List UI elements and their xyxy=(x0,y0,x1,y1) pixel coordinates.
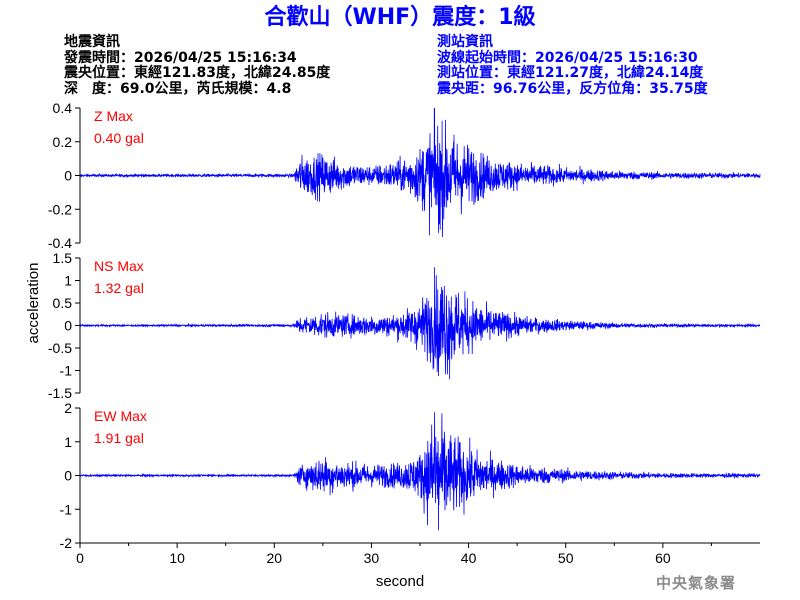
x-tick-label: 30 xyxy=(364,550,380,566)
quake-info-block: 地震資訊 發震時間：2026/04/25 15:16:34 震央位置：東經121… xyxy=(64,34,331,97)
y-tick-label: -1.5 xyxy=(48,385,72,401)
x-tick-label: 20 xyxy=(266,550,282,566)
station-info-block: 測站資訊 波線起始時間：2026/04/25 15:16:30 測站位置：東經1… xyxy=(437,34,708,97)
y-tick-label: 0 xyxy=(64,468,72,484)
station-info-heading: 測站資訊 xyxy=(437,34,493,50)
y-tick-label: -1 xyxy=(60,501,73,517)
x-tick-label: 0 xyxy=(76,550,84,566)
x-axis-label: second xyxy=(376,573,424,590)
panel-max-name: NS Max xyxy=(94,258,144,274)
y-tick-label: 0 xyxy=(64,168,72,184)
panel-max-value: 0.40 gal xyxy=(94,130,144,146)
y-tick-label: 0 xyxy=(64,318,72,334)
waveform-line-ew xyxy=(79,412,761,531)
panel-max-value: 1.91 gal xyxy=(94,430,144,446)
y-axis-label: acceleration xyxy=(25,263,42,344)
y-tick-label: -1 xyxy=(60,363,73,379)
y-tick-label: -0.2 xyxy=(48,201,72,217)
depth-magnitude: 深 度：69.0公里，芮氏規模：4.8 xyxy=(64,80,292,97)
station-location: 測站位置：東經121.27度，北緯24.14度 xyxy=(437,65,704,81)
panel-max-value: 1.32 gal xyxy=(94,280,144,296)
y-tick-label: -0.5 xyxy=(48,340,72,356)
panel-max-name: EW Max xyxy=(94,408,147,424)
x-tick-label: 50 xyxy=(558,550,574,566)
quake-info-heading: 地震資訊 xyxy=(64,34,120,50)
x-tick-label: 40 xyxy=(461,550,477,566)
waveform-line-z xyxy=(79,107,761,238)
y-tick-label: 1.5 xyxy=(53,250,73,266)
y-tick-label: 0.2 xyxy=(53,134,73,150)
waveform-line-ns xyxy=(79,267,761,380)
y-tick-label: 2 xyxy=(64,400,72,416)
y-tick-label: 1 xyxy=(64,434,72,450)
y-tick-label: 0.4 xyxy=(53,100,73,116)
agency-watermark: 中央氣象署 xyxy=(656,574,737,592)
distance-azimuth: 震央距：96.76公里，反方位角：35.75度 xyxy=(437,80,708,97)
panel-max-name: Z Max xyxy=(94,108,133,124)
y-tick-label: -2 xyxy=(60,535,73,551)
y-tick-label: 0.5 xyxy=(53,295,73,311)
epicenter-location: 震央位置：東經121.83度，北緯24.85度 xyxy=(64,65,331,81)
waveform-start-time: 波線起始時間：2026/04/25 15:16:30 xyxy=(437,49,698,66)
y-tick-label: 1 xyxy=(64,273,72,289)
page-title: 合歡山（WHF）震度：1級 xyxy=(264,5,536,30)
x-tick-label: 60 xyxy=(655,550,671,566)
x-tick-label: 10 xyxy=(169,550,185,566)
y-tick-label: -0.4 xyxy=(48,235,72,251)
origin-time: 發震時間：2026/04/25 15:16:34 xyxy=(64,49,297,66)
